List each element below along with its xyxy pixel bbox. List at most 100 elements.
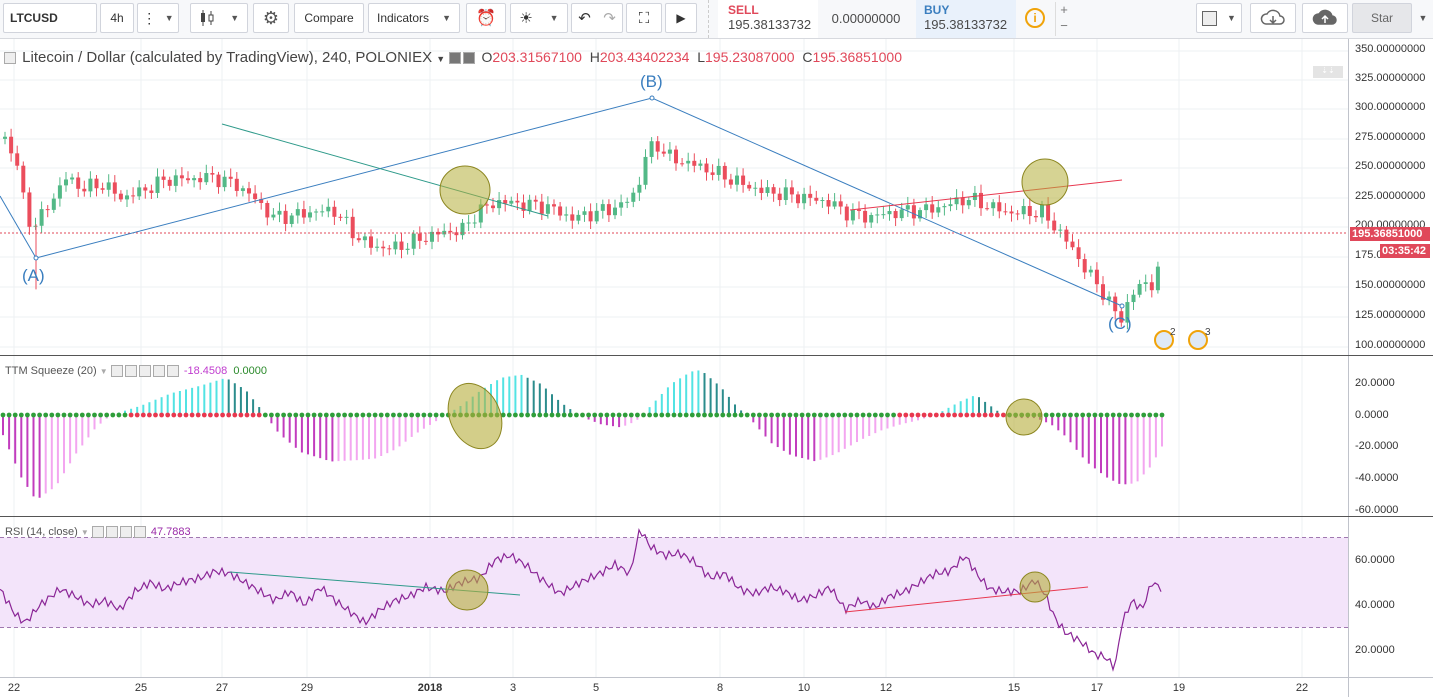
candle-body bbox=[320, 211, 325, 213]
replay-button[interactable]: ▶ bbox=[665, 3, 697, 33]
candle-body bbox=[930, 204, 935, 213]
candle-body bbox=[1033, 215, 1038, 218]
economic-event-icon[interactable] bbox=[1154, 330, 1174, 350]
price-pane[interactable] bbox=[0, 39, 1348, 355]
load-layout-button[interactable] bbox=[1250, 3, 1296, 33]
candle-body bbox=[631, 192, 636, 202]
candle-body bbox=[222, 176, 227, 188]
ttm-histogram-bar bbox=[1045, 415, 1048, 423]
buy-button[interactable]: BUY 195.38133732 bbox=[916, 0, 1016, 38]
chevron-down-icon: ▼ bbox=[164, 13, 174, 23]
ttm-histogram-bar bbox=[69, 415, 72, 464]
legend-dropdown-icon[interactable]: ▼ bbox=[80, 528, 89, 537]
sell-button[interactable]: SELL 195.38133732 bbox=[718, 0, 818, 38]
price-axis[interactable]: 350.00000000 325.00000000 300.00000000 275.… bbox=[1348, 39, 1433, 355]
candle-body bbox=[295, 209, 300, 216]
sell-price: 195.38133732 bbox=[728, 17, 812, 32]
ttm-axis-tick-label: -40.0000 bbox=[1355, 472, 1399, 484]
squeeze-dot bbox=[67, 412, 73, 418]
ttm-histogram-bar bbox=[99, 415, 102, 424]
layout-button[interactable]: ▼ bbox=[1196, 3, 1242, 33]
settings-small-icon[interactable] bbox=[124, 365, 137, 378]
squeeze-dot bbox=[1049, 412, 1055, 418]
squeeze-dot bbox=[909, 412, 915, 418]
quantity-stepper[interactable]: + − bbox=[1055, 2, 1072, 36]
indicators-button[interactable]: Indicators ▼ bbox=[368, 3, 460, 33]
rsi-pane[interactable] bbox=[0, 517, 1348, 677]
settings-small-icon[interactable] bbox=[105, 526, 118, 539]
time-tick-label: 19 bbox=[1172, 682, 1186, 694]
legend-dropdown-icon[interactable]: ▼ bbox=[99, 367, 108, 376]
candle-body bbox=[606, 204, 611, 216]
economic-event-icon[interactable] bbox=[1188, 330, 1208, 350]
interval-dropdown[interactable]: ⋮ ▼ bbox=[137, 3, 179, 33]
eye-icon[interactable] bbox=[449, 52, 462, 65]
star-dropdown[interactable]: ▼ bbox=[1413, 3, 1433, 33]
ttm-chart[interactable] bbox=[0, 356, 1348, 516]
alert-button[interactable]: ⏰ bbox=[466, 3, 506, 33]
ttm-histogram-bar bbox=[849, 415, 852, 446]
info-icon[interactable]: i bbox=[1025, 8, 1045, 28]
rsi-chart[interactable] bbox=[0, 517, 1348, 677]
candle-body bbox=[863, 210, 868, 223]
ttm-histogram-bar bbox=[880, 415, 883, 431]
squeeze-dot bbox=[1110, 412, 1116, 418]
scroll-arrows-icon[interactable]: ⇣⇣ bbox=[1313, 66, 1343, 78]
candle-body bbox=[27, 192, 32, 227]
square-icon bbox=[1202, 10, 1218, 26]
close-icon[interactable] bbox=[133, 526, 146, 539]
source-code-icon[interactable] bbox=[138, 365, 151, 378]
pane-separator[interactable] bbox=[0, 355, 1433, 356]
collapse-icon[interactable] bbox=[4, 52, 16, 65]
ttm-pane[interactable] bbox=[0, 356, 1348, 516]
undo-icon[interactable]: ↶ bbox=[578, 10, 591, 27]
candle-body bbox=[613, 207, 617, 216]
last-price-tag: 195.36851000 bbox=[1350, 227, 1430, 241]
ttm-histogram-bar bbox=[984, 401, 987, 415]
legend-dropdown-icon[interactable]: ▼ bbox=[436, 54, 446, 64]
compare-button[interactable]: Compare bbox=[294, 3, 364, 33]
ttm-histogram-bar bbox=[630, 415, 633, 424]
squeeze-dot bbox=[134, 412, 140, 418]
eye-icon[interactable] bbox=[91, 526, 104, 539]
candle-body bbox=[521, 202, 526, 211]
ttm-axis[interactable]: 20.0000 0.0000 -20.0000 -40.0000 -60.0000 bbox=[1348, 356, 1433, 516]
ttm-histogram-bar bbox=[807, 415, 810, 460]
settings-button[interactable]: ⚙ bbox=[253, 3, 289, 33]
candle-body bbox=[454, 232, 459, 236]
plus-icon[interactable] bbox=[152, 365, 165, 378]
undo-redo-group[interactable]: ↶ ↷ bbox=[571, 3, 623, 33]
chart-style-button[interactable]: ▼ bbox=[190, 3, 248, 33]
ttm-histogram-bar bbox=[435, 415, 438, 422]
star-button[interactable]: Star bbox=[1352, 3, 1412, 33]
candle-body bbox=[204, 173, 209, 183]
ttm-histogram-bar bbox=[959, 401, 962, 415]
ttm-histogram-bar bbox=[593, 415, 596, 422]
time-axis[interactable]: 22 25 27 29 2018 3 5 8 10 12 15 17 19 22 bbox=[0, 677, 1348, 698]
ttm-histogram-bar bbox=[233, 383, 236, 415]
interval-button[interactable]: 4h bbox=[100, 3, 134, 33]
eye-icon[interactable] bbox=[110, 365, 123, 378]
squeeze-dot bbox=[952, 412, 957, 418]
drawing-tools-button[interactable]: ☀ ▼ bbox=[510, 3, 568, 33]
price-chart[interactable] bbox=[0, 39, 1348, 355]
settings-small-icon[interactable] bbox=[463, 52, 476, 65]
pane-separator[interactable] bbox=[0, 516, 1433, 517]
ttm-histogram-bar bbox=[252, 399, 255, 415]
ttm-value-1: -18.4508 bbox=[183, 365, 228, 377]
cloud-upload-icon bbox=[1312, 9, 1337, 25]
save-layout-button[interactable] bbox=[1302, 3, 1348, 33]
candle-body bbox=[240, 188, 245, 191]
squeeze-dot bbox=[342, 412, 347, 418]
rsi-line bbox=[0, 527, 1162, 672]
close-icon[interactable] bbox=[166, 365, 179, 378]
rsi-axis[interactable]: 60.0000 40.0000 20.0000 bbox=[1348, 517, 1433, 677]
fullscreen-button[interactable]: ⛶ bbox=[626, 3, 662, 33]
plus-icon[interactable] bbox=[119, 526, 132, 539]
squeeze-dot bbox=[116, 412, 122, 418]
redo-icon[interactable]: ↷ bbox=[603, 10, 616, 27]
price-axis-tick-label: 275.00000000 bbox=[1355, 131, 1426, 143]
chevron-down-icon: ▼ bbox=[442, 13, 451, 23]
highlight-ellipse bbox=[445, 569, 489, 611]
symbol-search-input[interactable]: LTCUSD bbox=[3, 3, 97, 33]
